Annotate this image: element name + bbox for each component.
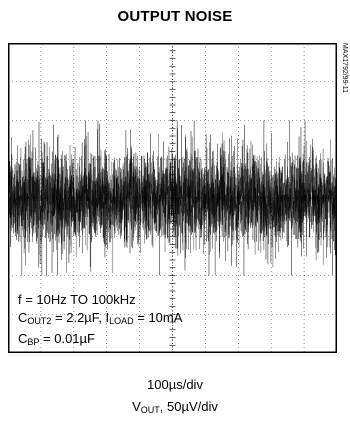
test-conditions: f = 10Hz TO 100kHz COUT2 = 2.2µF, ILOAD … <box>18 291 182 351</box>
oscilloscope-plot <box>8 43 337 353</box>
plot-frame <box>8 43 337 353</box>
figure-id: MAX1792/99-11 <box>341 43 348 94</box>
condition-cbp: CBP = 0.01µF <box>18 331 95 347</box>
condition-cout-iload: COUT2 = 2.2µF, ILOAD = 10mA <box>18 310 183 326</box>
time-scale-label: 100µs/div <box>147 377 203 392</box>
voltage-scale-label: VOUT, 50µV/div <box>132 399 218 415</box>
chart-title: OUTPUT NOISE <box>117 8 233 25</box>
grid <box>8 43 337 353</box>
condition-frequency: f = 10Hz TO 100kHz <box>18 292 136 307</box>
